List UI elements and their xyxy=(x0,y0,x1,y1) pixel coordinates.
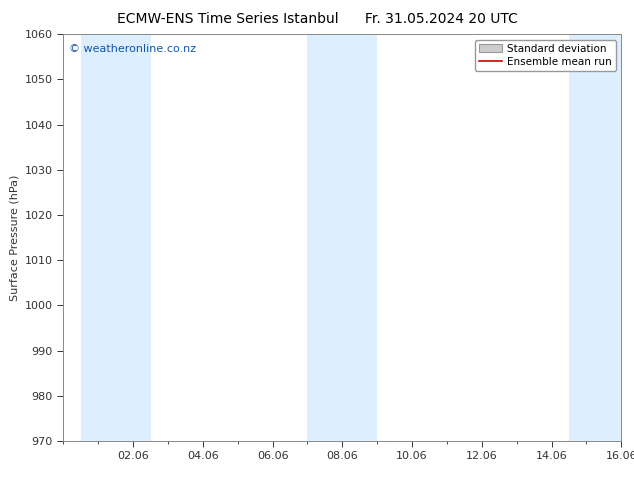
Bar xyxy=(81,34,150,441)
Text: ECMW-ENS Time Series Istanbul      Fr. 31.05.2024 20 UTC: ECMW-ENS Time Series Istanbul Fr. 31.05.… xyxy=(117,12,517,26)
Bar xyxy=(307,34,377,441)
Text: © weatheronline.co.nz: © weatheronline.co.nz xyxy=(69,45,196,54)
Bar xyxy=(569,34,621,441)
Y-axis label: Surface Pressure (hPa): Surface Pressure (hPa) xyxy=(10,174,19,301)
Legend: Standard deviation, Ensemble mean run: Standard deviation, Ensemble mean run xyxy=(475,40,616,71)
